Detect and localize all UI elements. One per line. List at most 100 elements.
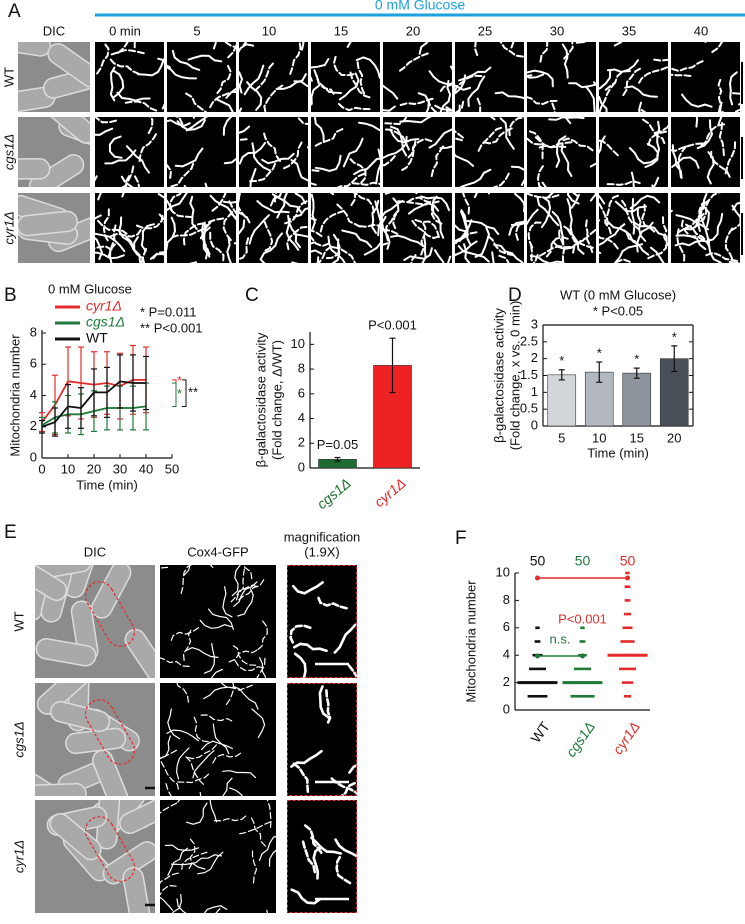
mitochondria (222, 777, 233, 796)
mitochondria (477, 126, 504, 152)
count-dash (527, 695, 548, 698)
mitochondria (225, 87, 236, 99)
mitochondria (215, 98, 234, 112)
mitochondria (249, 815, 267, 847)
mitochondria (481, 127, 513, 145)
mitochondria (599, 202, 613, 237)
mitochondria (167, 193, 188, 211)
mitochondria (233, 581, 258, 607)
mitochondria (167, 198, 193, 219)
micrograph (167, 117, 236, 187)
mitochondria (341, 229, 373, 248)
mitochondria (561, 43, 569, 79)
mitochondria (350, 193, 357, 207)
bracket-end (535, 653, 540, 659)
mitochondria (728, 260, 740, 263)
cell (35, 782, 87, 796)
mitochondria (527, 221, 544, 249)
mitochondria (230, 584, 260, 603)
mitochondria (560, 142, 573, 177)
mitochondria (239, 209, 251, 224)
mitochondria (251, 708, 266, 739)
panel-label: F (455, 528, 467, 549)
mitochondria (268, 849, 276, 867)
micrograph (383, 117, 452, 187)
mitochondria (637, 66, 668, 86)
mitochondria (698, 123, 726, 148)
mitochondria (614, 258, 631, 263)
mitochondria (674, 239, 710, 247)
mitochondria (352, 193, 375, 214)
mitochondria (676, 228, 686, 263)
mitochondria (536, 197, 560, 227)
significance-label: * (634, 352, 639, 367)
mitochondria (332, 55, 357, 77)
mitochondria (117, 42, 129, 54)
micrograph (160, 800, 276, 913)
mitochondria (124, 175, 131, 187)
mitochondria (239, 125, 251, 134)
mitochondria (125, 235, 146, 263)
mitochondria (311, 84, 320, 107)
micrograph (35, 565, 155, 678)
mitochondria (167, 119, 191, 128)
micrograph (95, 42, 164, 112)
sample-size: 50 (575, 553, 591, 569)
mitochondria (160, 872, 179, 883)
y-tick-label: 6 (30, 356, 37, 371)
mitochondria (486, 234, 515, 257)
legend-title: 0 mM Glucose (48, 281, 132, 296)
p-value-label: P=0.05 (317, 437, 359, 452)
mitochondria (181, 851, 208, 872)
mitochondria (289, 42, 302, 75)
count-dash (623, 612, 632, 616)
mitochondria (568, 82, 596, 89)
mitochondria (120, 175, 134, 187)
y-axis-label: Mitochondria number (463, 580, 478, 703)
mitochondria (239, 193, 247, 219)
mitochondria (566, 193, 580, 205)
column-label: 20 (406, 23, 420, 38)
mitochondria (546, 193, 579, 199)
mitochondria (566, 228, 596, 250)
mitochondria (137, 58, 164, 77)
micrograph (35, 800, 155, 913)
mitochondria (164, 844, 200, 852)
mitochondria (234, 659, 266, 672)
column-label: 40 (694, 23, 708, 38)
mitochondria (428, 70, 452, 86)
y-tick-label: 1 (531, 384, 538, 399)
column-label: 0 min (109, 23, 141, 38)
mitochondria (383, 135, 408, 159)
mitochondria (390, 125, 408, 157)
mitochondria (508, 220, 524, 236)
micrograph (287, 683, 357, 796)
mitochondria (411, 219, 442, 240)
mitochondria (110, 227, 143, 238)
significance-bracket (172, 382, 177, 407)
legend-label: WT (86, 330, 108, 346)
count-dash (622, 626, 633, 630)
mitochondria (680, 217, 705, 242)
y-tick-label: 1.5 (520, 367, 538, 382)
mitochondria (223, 157, 236, 165)
mitochondria (318, 685, 331, 720)
image-background (239, 193, 308, 263)
mitochondria (383, 105, 396, 112)
mitochondria (499, 42, 524, 58)
cell (18, 210, 78, 237)
mitochondria (237, 588, 254, 617)
column-label: DIC (43, 23, 65, 38)
mitochondria (390, 234, 425, 248)
mitochondria (242, 42, 248, 47)
mitochondria (566, 198, 573, 235)
mitochondria (527, 69, 554, 88)
mitochondria (182, 627, 193, 662)
count-dash (624, 599, 631, 602)
mitochondria (193, 716, 211, 743)
y-tick-label: 0 (531, 417, 538, 432)
y-axis-label: Mitochondria number (7, 334, 22, 457)
mitochondria (169, 227, 205, 239)
count-dash (625, 571, 630, 575)
image-background (287, 683, 357, 796)
